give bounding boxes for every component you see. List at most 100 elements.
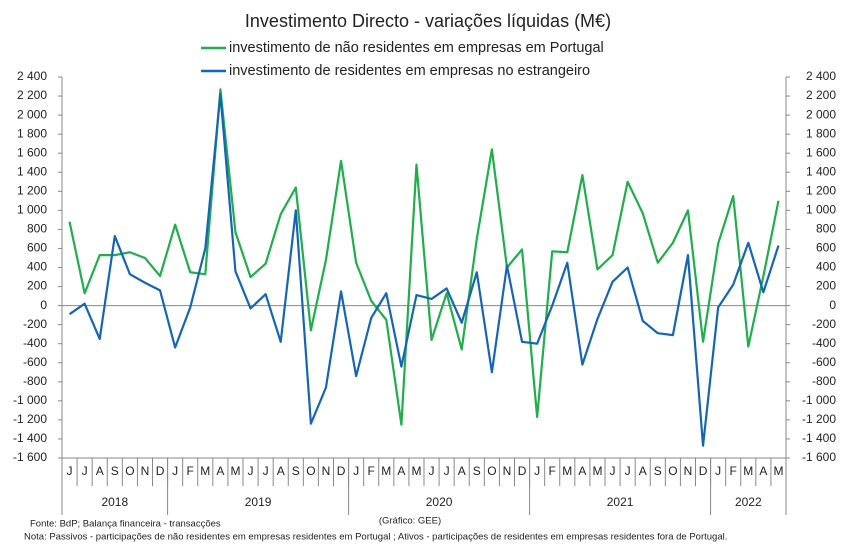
y2-tick-label: 400 (816, 260, 836, 274)
y2-tick-label: 200 (816, 279, 836, 293)
x-tick-label: J (625, 464, 631, 478)
legend-label: investimento de não residentes em empres… (229, 40, 604, 56)
x-tick-label: A (397, 464, 405, 478)
x-tick-label: S (473, 464, 481, 478)
y-tick-label: 2 000 (17, 107, 47, 121)
y-tick-label: -1 400 (13, 431, 47, 445)
y-tick-label: 0 (40, 298, 47, 312)
x-tick-label: A (759, 464, 767, 478)
year-label: 2020 (426, 495, 453, 509)
x-tick-label: D (156, 464, 165, 478)
x-tick-label: N (503, 464, 512, 478)
x-tick-label: J (248, 464, 254, 478)
y-tick-label: 1 200 (17, 183, 47, 197)
x-tick-label: M (562, 464, 572, 478)
y2-tick-label: 1 600 (806, 145, 836, 159)
year-label: 2021 (607, 495, 634, 509)
x-tick-label: A (216, 464, 224, 478)
x-tick-label: D (699, 464, 708, 478)
y2-tick-label: -1 200 (802, 412, 836, 426)
x-tick-label: M (411, 464, 421, 478)
x-tick-label: N (141, 464, 150, 478)
y2-tick-label: 2 200 (806, 88, 836, 102)
x-tick-label: D (518, 464, 527, 478)
x-tick-label: A (96, 464, 104, 478)
x-tick-label: J (534, 464, 540, 478)
x-tick-label: N (322, 464, 331, 478)
y2-tick-label: 1 200 (806, 183, 836, 197)
x-tick-label: O (668, 464, 677, 478)
y-tick-label: -800 (23, 374, 47, 388)
x-tick-label: J (444, 464, 450, 478)
y-tick-label: -1 200 (13, 412, 47, 426)
y-tick-label: 1 400 (17, 164, 47, 178)
y2-tick-label: 2 000 (806, 107, 836, 121)
x-tick-label: J (82, 464, 88, 478)
x-tick-label: J (610, 464, 616, 478)
x-tick-label: M (773, 464, 783, 478)
x-tick-label: M (592, 464, 602, 478)
x-tick-label: O (125, 464, 134, 478)
y2-tick-label: 800 (816, 222, 836, 236)
x-tick-label: A (277, 464, 285, 478)
y-tick-label: 1 000 (17, 203, 47, 217)
x-tick-label: O (306, 464, 315, 478)
y-tick-label: -400 (23, 336, 47, 350)
year-label: 2022 (735, 495, 762, 509)
chart-title: Investimento Directo - variações líquida… (245, 11, 611, 31)
y-tick-label: 200 (27, 279, 47, 293)
legend-label: investimento de residentes em empresas n… (229, 63, 590, 79)
x-tick-label: J (263, 464, 269, 478)
y2-tick-label: 0 (829, 298, 836, 312)
y2-tick-label: -1 400 (802, 431, 836, 445)
x-tick-label: M (743, 464, 753, 478)
y2-tick-label: 1 800 (806, 126, 836, 140)
x-tick-label: M (200, 464, 210, 478)
x-tick-label: J (172, 464, 178, 478)
y2-tick-label: 1 000 (806, 203, 836, 217)
y-tick-label: 2 400 (17, 69, 47, 83)
y-tick-label: 400 (27, 260, 47, 274)
y-tick-label: -600 (23, 355, 47, 369)
x-tick-label: S (111, 464, 119, 478)
y-tick-label: -200 (23, 317, 47, 331)
x-tick-label: A (578, 464, 586, 478)
x-tick-label: J (429, 464, 435, 478)
series-line (68, 93, 780, 447)
y-tick-label: 2 200 (17, 88, 47, 102)
y-tick-label: 600 (27, 241, 47, 255)
x-tick-label: M (381, 464, 391, 478)
y-tick-label: -1 600 (13, 450, 47, 464)
x-tick-label: J (353, 464, 359, 478)
y2-tick-label: -600 (812, 355, 836, 369)
x-tick-label: F (549, 464, 556, 478)
y2-tick-label: 1 400 (806, 164, 836, 178)
y2-tick-label: -1 600 (802, 450, 836, 464)
y2-tick-label: -400 (812, 336, 836, 350)
x-tick-label: S (654, 464, 662, 478)
credit: (Gráfico: GEE) (379, 516, 441, 527)
x-tick-label: S (292, 464, 300, 478)
y2-tick-label: -200 (812, 317, 836, 331)
y-tick-label: -1 000 (13, 393, 47, 407)
x-tick-label: A (639, 464, 647, 478)
note: Nota: Passivos - participações de não re… (24, 532, 727, 543)
x-tick-label: M (230, 464, 240, 478)
x-tick-label: D (337, 464, 346, 478)
series-line (68, 88, 780, 426)
y-tick-label: 1 800 (17, 126, 47, 140)
x-tick-label: F (730, 464, 737, 478)
x-tick-label: O (487, 464, 496, 478)
y2-tick-label: -800 (812, 374, 836, 388)
x-tick-label: J (715, 464, 721, 478)
x-tick-label: J (67, 464, 73, 478)
x-tick-label: F (368, 464, 375, 478)
x-tick-label: A (458, 464, 466, 478)
y2-tick-label: 2 400 (806, 69, 836, 83)
year-label: 2018 (101, 495, 128, 509)
year-label: 2019 (245, 495, 272, 509)
source: Fonte: BdP; Balança financeira - transac… (30, 519, 221, 530)
y2-tick-label: -1 000 (802, 393, 836, 407)
x-tick-label: N (684, 464, 693, 478)
